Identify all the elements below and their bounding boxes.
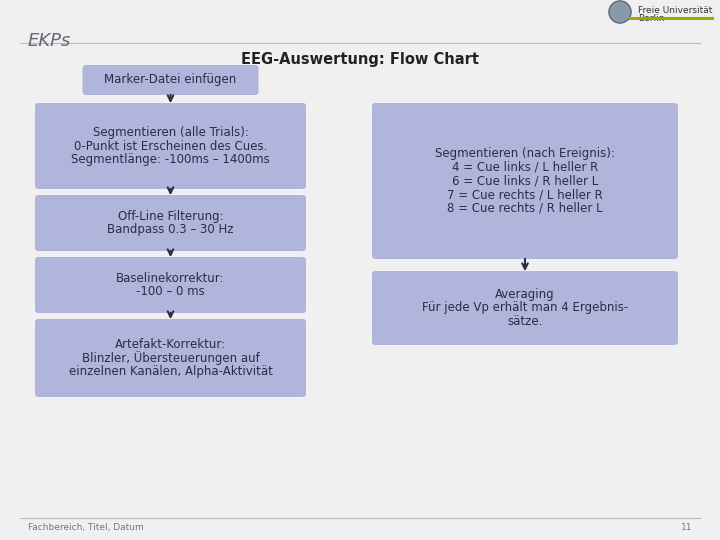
Text: EEG-Auswertung: Flow Chart: EEG-Auswertung: Flow Chart — [241, 52, 479, 67]
Text: Für jede Vp erhält man 4 Ergebnis-: Für jede Vp erhält man 4 Ergebnis- — [422, 301, 628, 314]
Text: Artefakt-Korrektur:: Artefakt-Korrektur: — [115, 338, 226, 351]
FancyBboxPatch shape — [83, 65, 258, 95]
Text: 8 = Cue rechts / R heller L: 8 = Cue rechts / R heller L — [447, 202, 603, 215]
Text: Segmentlänge: -100ms – 1400ms: Segmentlänge: -100ms – 1400ms — [71, 153, 270, 166]
Text: Segmentieren (alle Trials):: Segmentieren (alle Trials): — [93, 126, 248, 139]
Text: sätze.: sätze. — [508, 315, 543, 328]
Text: Averaging: Averaging — [495, 288, 555, 301]
FancyBboxPatch shape — [35, 257, 306, 313]
Text: Off-Line Filterung:: Off-Line Filterung: — [117, 210, 223, 222]
Text: Baselinekorrektur:: Baselinekorrektur: — [116, 272, 225, 285]
Text: -100 – 0 ms: -100 – 0 ms — [136, 285, 205, 298]
Text: Blinzler, Übersteuerungen auf: Blinzler, Übersteuerungen auf — [81, 351, 259, 365]
Text: Bandpass 0.3 – 30 Hz: Bandpass 0.3 – 30 Hz — [107, 224, 234, 237]
FancyBboxPatch shape — [35, 103, 306, 189]
FancyBboxPatch shape — [372, 271, 678, 345]
Circle shape — [609, 1, 631, 23]
Text: Berlin: Berlin — [638, 14, 665, 23]
Text: 7 = Cue rechts / L heller R: 7 = Cue rechts / L heller R — [447, 188, 603, 201]
FancyBboxPatch shape — [35, 319, 306, 397]
Text: Segmentieren (nach Ereignis):: Segmentieren (nach Ereignis): — [435, 147, 615, 160]
Text: einzelnen Kanälen, Alpha-Aktivität: einzelnen Kanälen, Alpha-Aktivität — [68, 365, 272, 378]
Text: 4 = Cue links / L heller R: 4 = Cue links / L heller R — [452, 161, 598, 174]
Text: Freie Universität: Freie Universität — [638, 6, 712, 15]
Text: EKPs: EKPs — [28, 32, 71, 50]
Text: Fachbereich, Titel, Datum: Fachbereich, Titel, Datum — [28, 523, 144, 532]
Text: 11: 11 — [680, 523, 692, 532]
FancyBboxPatch shape — [35, 195, 306, 251]
Text: Marker-Datei einfügen: Marker-Datei einfügen — [104, 73, 237, 86]
FancyBboxPatch shape — [372, 103, 678, 259]
Text: 0-Punkt ist Erscheinen des Cues.: 0-Punkt ist Erscheinen des Cues. — [74, 139, 267, 152]
Text: 6 = Cue links / R heller L: 6 = Cue links / R heller L — [452, 174, 598, 187]
